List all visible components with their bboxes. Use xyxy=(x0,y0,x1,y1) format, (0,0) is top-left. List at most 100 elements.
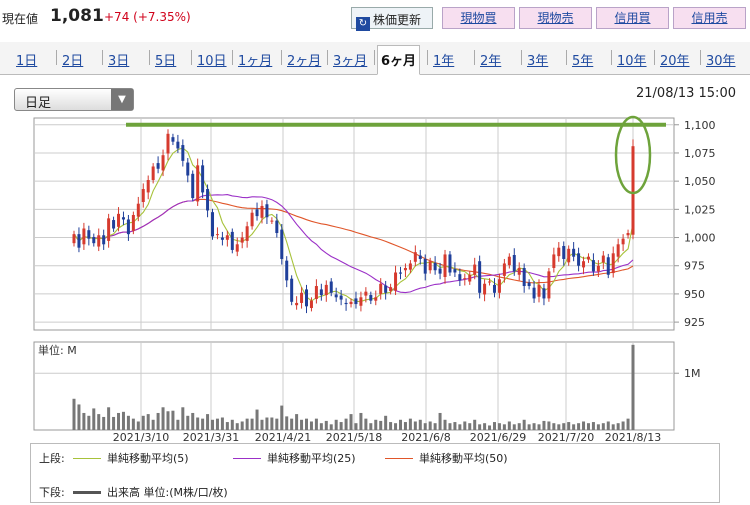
volume-unit-label: 単位: M xyxy=(38,343,77,357)
tab-separator xyxy=(232,50,233,65)
tab-7[interactable]: 3ヶ月 xyxy=(333,54,368,69)
tab-1[interactable]: 2日 xyxy=(62,54,84,69)
candle-body xyxy=(502,263,506,276)
volume-bar xyxy=(384,415,388,430)
date-tick-label: 2021/6/8 xyxy=(401,431,450,444)
volume-bar xyxy=(483,423,487,430)
tab-separator xyxy=(654,50,655,65)
volume-bar xyxy=(379,420,383,430)
tab-separator xyxy=(102,50,103,65)
volume-bar xyxy=(497,423,501,430)
price-tick-label: 1,100 xyxy=(684,119,716,132)
volume-bar xyxy=(517,423,521,430)
candle-body xyxy=(87,230,91,239)
date-tick-label: 2021/3/31 xyxy=(183,431,239,444)
cash-buy-button[interactable]: 現物買 xyxy=(442,7,515,29)
candle-body xyxy=(389,287,393,292)
margin-sell-button[interactable]: 信用売 xyxy=(673,7,746,29)
candle-body xyxy=(300,292,304,303)
volume-bar xyxy=(255,409,259,430)
tab-13[interactable]: 10年 xyxy=(617,54,647,69)
volume-bar xyxy=(577,423,581,430)
tab-15[interactable]: 30年 xyxy=(706,54,736,69)
tab-11[interactable]: 3年 xyxy=(527,54,549,69)
interval-select[interactable]: 日足 ▼ xyxy=(14,88,134,111)
candle-body xyxy=(443,254,447,277)
candle-body xyxy=(92,236,96,244)
candle-body xyxy=(463,278,467,280)
volume-bar xyxy=(82,412,86,430)
volume-bar xyxy=(527,424,531,430)
tab-14[interactable]: 20年 xyxy=(660,54,690,69)
volume-bar xyxy=(126,415,130,430)
volume-bar xyxy=(245,418,249,430)
volume-bar xyxy=(215,418,219,430)
volume-bar xyxy=(359,412,363,430)
tab-4[interactable]: 10日 xyxy=(197,54,227,69)
candle-body xyxy=(547,271,551,299)
candle-body xyxy=(146,180,150,193)
volume-bar xyxy=(423,423,427,430)
candle-body xyxy=(319,289,323,296)
tab-12[interactable]: 5年 xyxy=(572,54,594,69)
volume-bar xyxy=(171,410,175,430)
candle-body xyxy=(151,166,155,181)
price-change: +74 (+7.35%) xyxy=(104,10,191,24)
candle-body xyxy=(626,233,630,236)
tab-3[interactable]: 5日 xyxy=(155,54,177,69)
volume-bar xyxy=(616,423,620,430)
candle-body xyxy=(117,213,121,227)
tab-separator xyxy=(474,50,475,65)
candle-body xyxy=(290,278,294,302)
candle-body xyxy=(285,260,289,281)
volume-bar xyxy=(92,408,96,430)
tab-9[interactable]: 1年 xyxy=(433,54,455,69)
interval-value: 日足 xyxy=(25,96,52,111)
dropdown-arrow-icon: ▼ xyxy=(111,89,133,110)
cash-sell-button[interactable]: 現物売 xyxy=(519,7,592,29)
volume-bar xyxy=(230,419,234,430)
tab-0[interactable]: 1日 xyxy=(16,54,38,69)
tab-6[interactable]: 2ヶ月 xyxy=(287,54,322,69)
candle-body xyxy=(586,256,590,260)
tab-2[interactable]: 3日 xyxy=(108,54,130,69)
volume-bar xyxy=(131,418,135,430)
volume-bar xyxy=(97,414,101,430)
volume-bar xyxy=(507,421,511,430)
volume-bar xyxy=(601,423,605,430)
volume-bar xyxy=(572,424,576,430)
tab-5[interactable]: 1ヶ月 xyxy=(238,54,273,69)
tab-8[interactable]: 6ヶ月 xyxy=(377,45,421,75)
candle-body xyxy=(245,226,249,241)
tab-10[interactable]: 2年 xyxy=(480,54,502,69)
price-tick-label: 1,075 xyxy=(684,147,716,160)
margin-buy-button[interactable]: 信用買 xyxy=(596,7,669,29)
volume-bar xyxy=(206,414,210,430)
volume-bar xyxy=(596,424,600,430)
candle-body xyxy=(305,289,309,307)
volume-bar xyxy=(562,423,566,430)
candle-body xyxy=(354,298,358,305)
volume-bar xyxy=(557,424,561,430)
candle-body xyxy=(433,262,437,271)
volume-bar xyxy=(567,422,571,430)
volume-bar xyxy=(141,415,145,430)
volume-bar xyxy=(250,418,254,430)
volume-bar xyxy=(473,419,477,430)
candle-body xyxy=(591,260,595,272)
update-price-button[interactable]: ↻ 株価更新 xyxy=(351,7,433,31)
volume-bar xyxy=(611,424,615,430)
candle-body xyxy=(631,146,635,235)
update-icon: ↻ xyxy=(356,17,370,31)
candle-body xyxy=(359,297,363,306)
candle-body xyxy=(275,220,279,234)
volume-bar xyxy=(433,423,437,430)
volume-bar xyxy=(468,423,472,430)
volume-bar xyxy=(275,418,279,430)
candle-body xyxy=(166,133,170,154)
candle-body xyxy=(309,300,313,309)
candle-body xyxy=(606,257,610,275)
candle-body xyxy=(295,302,299,306)
volume-bar xyxy=(349,414,353,430)
volume-bar xyxy=(438,412,442,430)
